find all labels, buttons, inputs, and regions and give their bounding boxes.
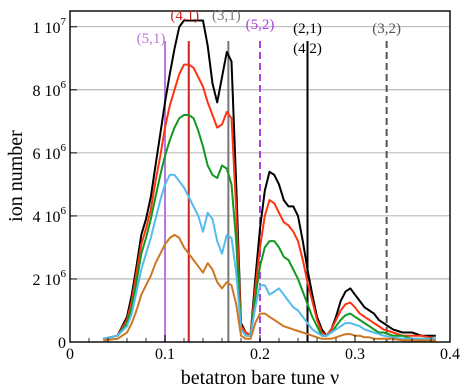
resonance-label: (5,1) <box>137 31 166 47</box>
y-tick-mantissa: 4 10 <box>33 209 61 226</box>
y-tick-mantissa: 1 10 <box>33 20 61 37</box>
y-tick-label: 8 106 <box>33 79 67 100</box>
resonance-label: (2,1) <box>293 21 322 37</box>
resonance-label: (5,2) <box>246 17 275 33</box>
y-tick-mantissa: 2 10 <box>33 272 61 289</box>
series-line <box>103 173 436 340</box>
series-line <box>103 114 436 340</box>
x-axis-label: betatron bare tune ν <box>181 367 339 389</box>
y-tick-exponent: 6 <box>61 142 67 154</box>
y-tick-label: 2 106 <box>33 268 67 289</box>
x-tick-label: 0.2 <box>250 346 270 363</box>
series-line <box>103 19 436 340</box>
x-tick-label: 0 <box>66 346 74 363</box>
y-tick-mantissa: 6 10 <box>33 146 61 163</box>
y-tick-label: 6 106 <box>33 142 67 163</box>
resonance-label: (4,1) <box>170 8 199 24</box>
y-tick-exponent: 6 <box>61 205 67 217</box>
y-tick-label: 0 <box>58 335 66 352</box>
y-tick-label: 1 107 <box>33 16 67 37</box>
series-line <box>103 63 437 340</box>
y-tick-label: 4 106 <box>33 205 67 226</box>
y-axis-label: ion number <box>5 130 27 222</box>
data-series <box>103 19 437 342</box>
resonance-label: (4,2) <box>293 41 322 57</box>
axis-ticks <box>69 26 451 343</box>
x-tick-label: 0.3 <box>345 346 365 363</box>
y-tick-exponent: 6 <box>61 268 67 280</box>
y-tick-exponent: 6 <box>61 79 67 91</box>
x-tick-label: 0.1 <box>155 346 175 363</box>
y-tick-exponent: 7 <box>61 16 67 28</box>
y-tick-mantissa: 8 10 <box>33 83 61 100</box>
series-line <box>103 233 436 342</box>
x-tick-label: 0.4 <box>440 346 460 363</box>
resonance-label: (3,2) <box>372 21 401 37</box>
y-tick-mantissa: 0 <box>58 335 66 352</box>
resonance-lines <box>164 41 388 342</box>
resonance-label: (3,1) <box>212 8 241 24</box>
